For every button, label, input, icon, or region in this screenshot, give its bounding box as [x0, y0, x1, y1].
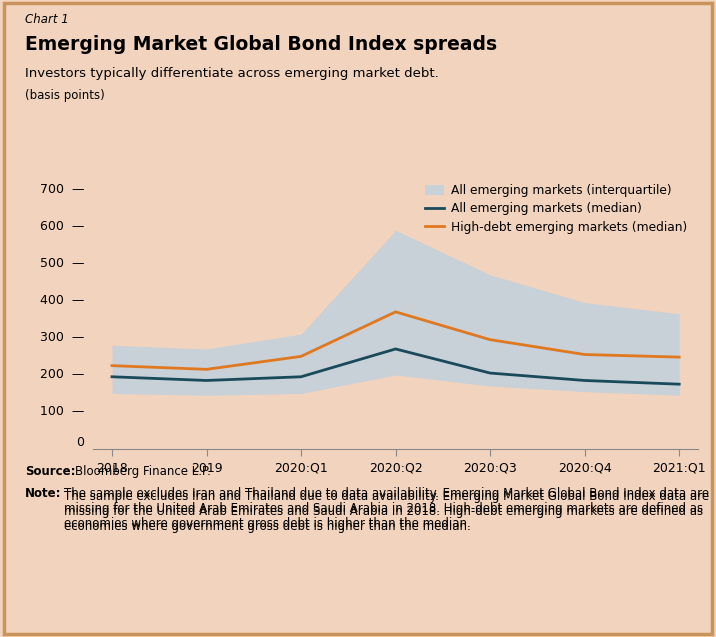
Text: 0: 0 [76, 436, 84, 449]
Text: (basis points): (basis points) [25, 89, 105, 102]
Text: The sample excludes Iran and Thailand due to data availability. Emerging Market : The sample excludes Iran and Thailand du… [64, 487, 710, 531]
Text: 200  —: 200 — [39, 368, 84, 382]
Text: Emerging Market Global Bond Index spreads: Emerging Market Global Bond Index spread… [25, 35, 497, 54]
Legend: All emerging markets (interquartile), All emerging markets (median), High-debt e: All emerging markets (interquartile), Al… [420, 179, 692, 239]
Text: Investors typically differentiate across emerging market debt.: Investors typically differentiate across… [25, 67, 439, 80]
Text: Source:: Source: [25, 465, 76, 478]
Text: 700  —: 700 — [39, 183, 84, 196]
Text: Note:: Note: [25, 487, 62, 500]
Text: 100  —: 100 — [39, 406, 84, 419]
Text: 400  —: 400 — [39, 294, 84, 307]
Text: The sample excludes Iran and Thailand due to data availability. Emerging Market : The sample excludes Iran and Thailand du… [64, 490, 710, 534]
Text: 600  —: 600 — [39, 220, 84, 233]
Text: Bloomberg Finance L.P.: Bloomberg Finance L.P. [75, 465, 211, 478]
Text: Chart 1: Chart 1 [25, 13, 69, 25]
Text: 300  —: 300 — [39, 331, 84, 345]
Text: 500  —: 500 — [39, 257, 84, 270]
